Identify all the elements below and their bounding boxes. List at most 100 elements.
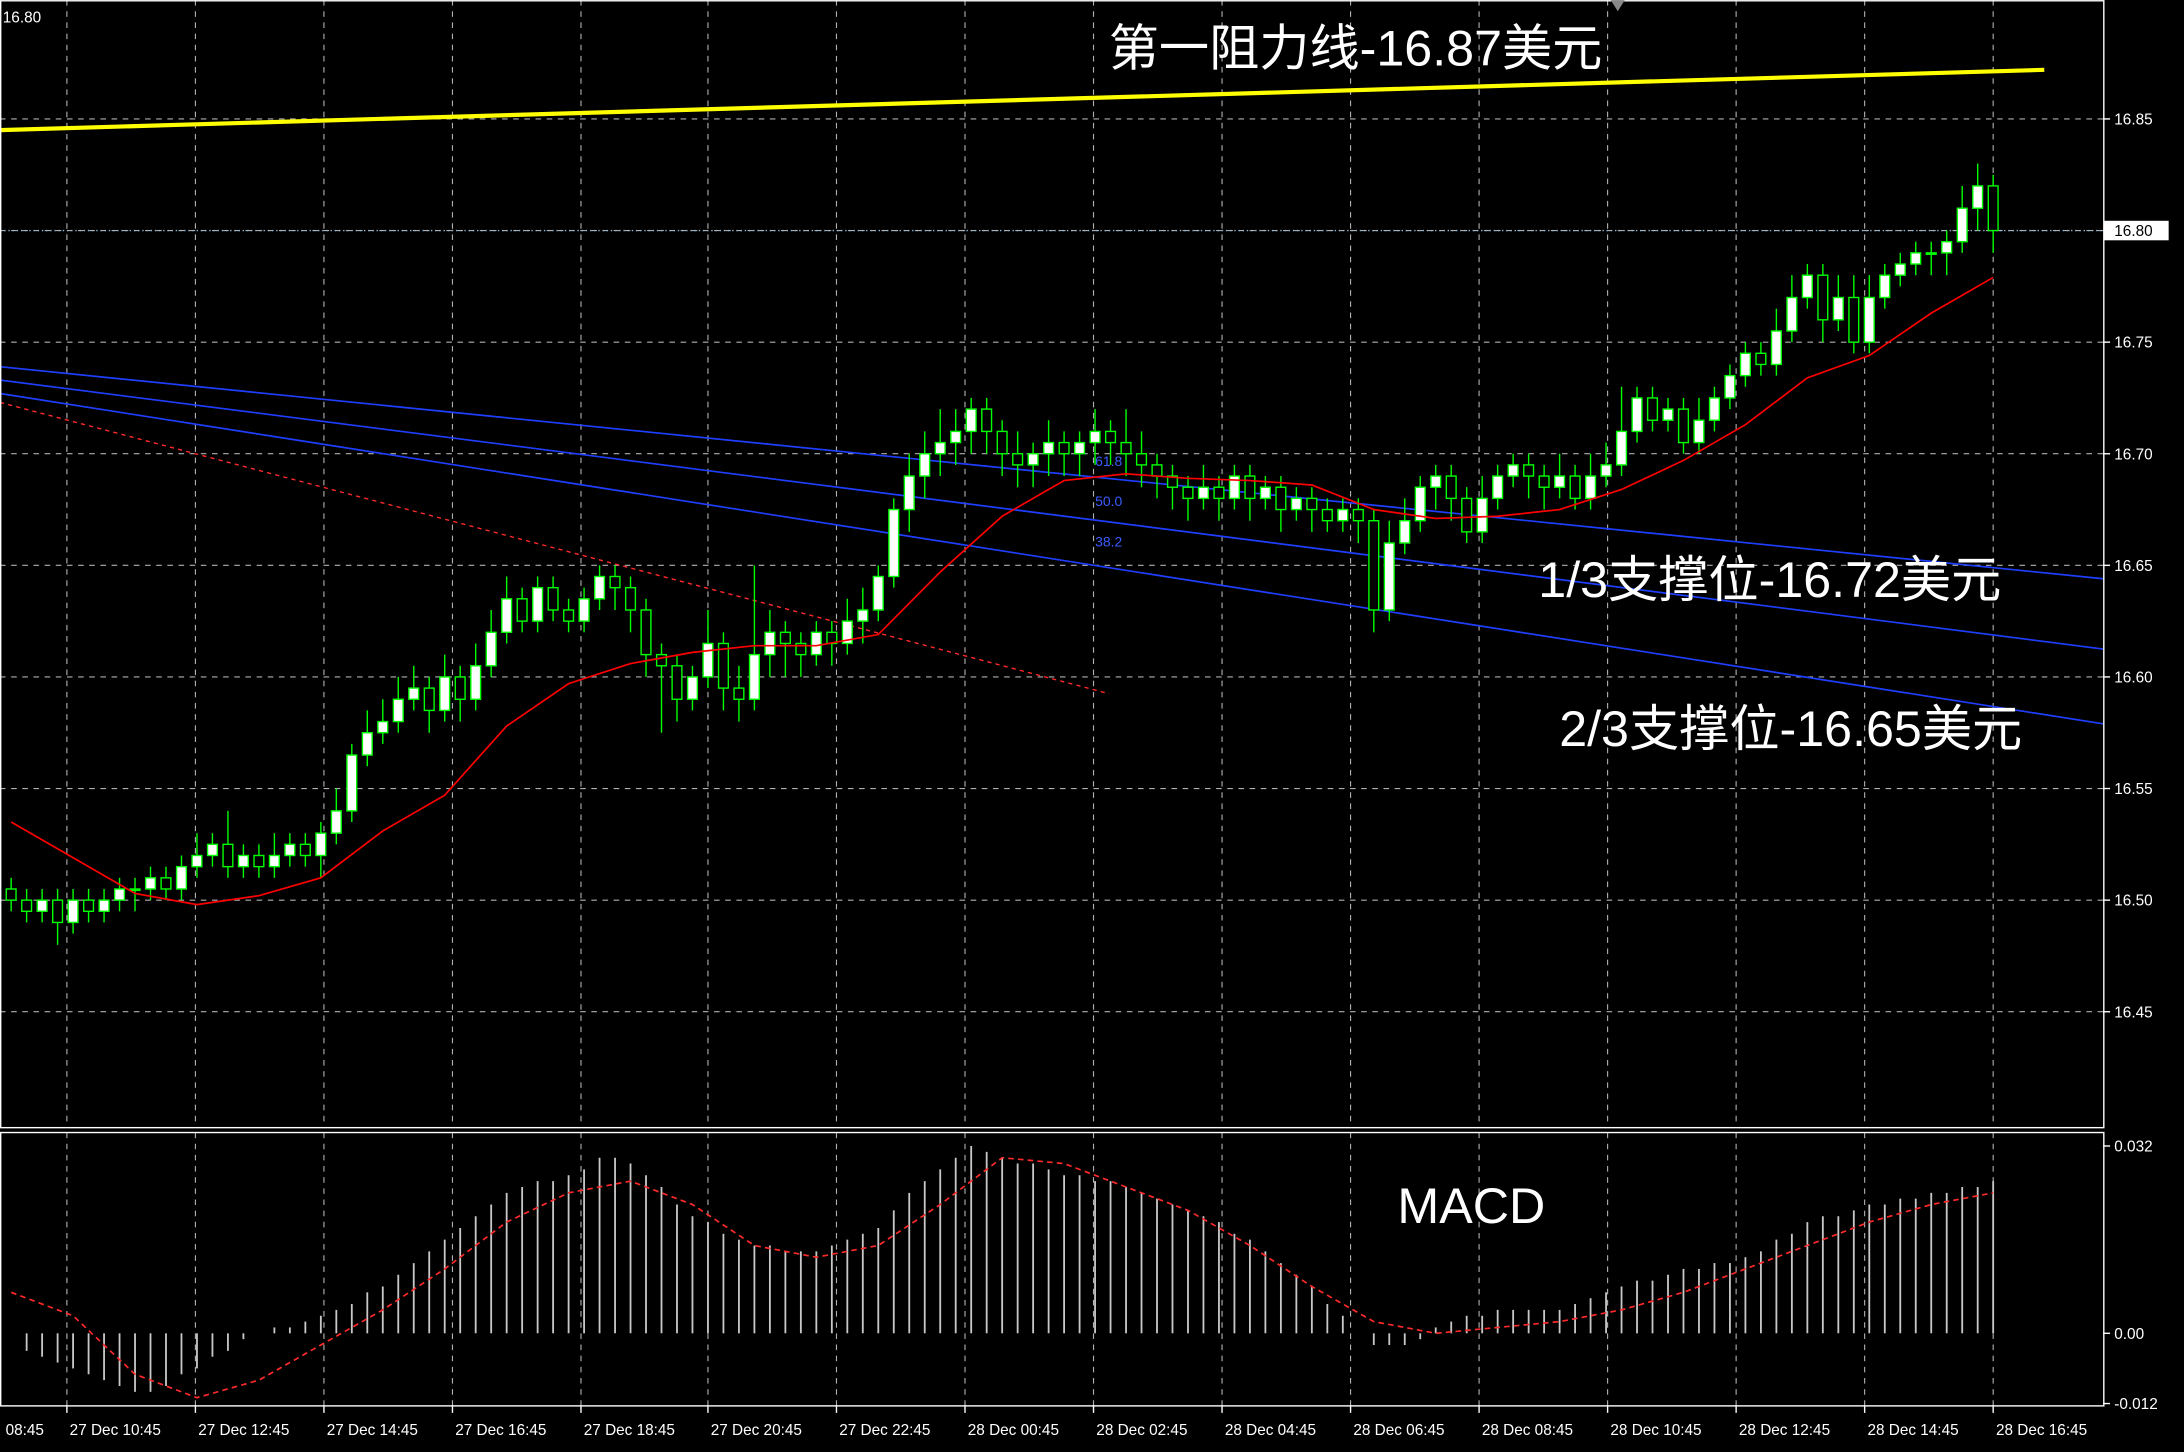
candle-body	[1848, 296, 1860, 343]
candle-body	[237, 854, 249, 868]
candle-body	[795, 642, 807, 656]
candle-body	[1786, 296, 1798, 332]
annotation: 1/3支撑位-16.72美元	[1538, 552, 2001, 608]
candle-body	[1074, 441, 1086, 455]
candle-body	[1507, 464, 1519, 477]
candle-body	[547, 586, 559, 611]
candle-body	[454, 676, 466, 700]
candle-body	[841, 620, 853, 645]
y-tick-label: 16.45	[2114, 1004, 2152, 1021]
candle-body	[160, 877, 172, 890]
x-tick-label: 27 Dec 20:45	[711, 1422, 802, 1439]
x-tick-label: 28 Dec 12:45	[1739, 1422, 1830, 1439]
candle-body	[299, 843, 311, 857]
candle-body	[1600, 464, 1612, 477]
annotation: 第一阻力线-16.87美元	[1109, 21, 1603, 77]
candle-body	[1135, 453, 1148, 466]
candle-body	[1987, 185, 1999, 232]
y-tick-label: 16.85	[2114, 112, 2152, 129]
candle-body	[1182, 486, 1194, 500]
candle-body	[330, 810, 342, 834]
candle-body	[1089, 430, 1101, 444]
candle-body	[1228, 475, 1241, 500]
candle-body	[1631, 397, 1643, 433]
trend-line	[0, 401, 1110, 695]
candle-body	[1290, 497, 1302, 511]
price-box	[2104, 220, 2169, 241]
candle-body	[113, 888, 126, 901]
macd-title: MACD	[1397, 1178, 1545, 1234]
candle-body	[284, 843, 296, 857]
candle-body	[872, 575, 884, 611]
candle-body	[1043, 441, 1055, 455]
candle-body	[1027, 453, 1039, 466]
candle-body	[501, 598, 513, 633]
candle-body	[1724, 374, 1736, 399]
candle-body	[748, 653, 760, 700]
candle-body	[1213, 486, 1225, 500]
candle-body	[810, 631, 822, 656]
candle-body	[733, 687, 745, 700]
candle-body	[919, 453, 931, 477]
candle-body	[640, 609, 652, 656]
candle-body	[1306, 497, 1318, 511]
trend-line	[0, 67, 2045, 133]
candle-body	[1523, 464, 1535, 477]
candle-body	[686, 676, 699, 700]
y-tick-label: 16.50	[2114, 893, 2152, 910]
candle-body	[532, 586, 544, 622]
candle-body	[408, 687, 420, 700]
trend-line	[0, 365, 2104, 580]
candle-body	[1476, 497, 1488, 533]
candle-body	[1166, 475, 1179, 488]
candle-body	[36, 899, 48, 912]
plot: 61.8 50.0 38.2	[0, 67, 2104, 1399]
candle-body	[593, 575, 606, 600]
candle-body	[578, 598, 590, 622]
candle-body	[423, 687, 435, 712]
x-tick-label: 27 Dec 18:45	[584, 1422, 675, 1439]
candle-body	[981, 408, 993, 433]
candle-body	[1894, 263, 1906, 276]
candle-body	[1739, 352, 1751, 377]
y-tick-label: 16.55	[2114, 781, 2152, 798]
x-tick-label: 28 Dec 04:45	[1225, 1422, 1316, 1439]
candle-body	[1104, 430, 1117, 444]
main-frame	[0, 0, 2105, 1129]
x-tick-label: 28 Dec 10:45	[1610, 1422, 1701, 1439]
candle-body	[1662, 408, 1674, 421]
candle-body	[129, 888, 141, 892]
candle-body	[1058, 441, 1070, 455]
candle-body	[1538, 475, 1550, 488]
candle-body	[764, 631, 776, 656]
candle-body	[1569, 475, 1581, 500]
candle-body	[52, 899, 64, 924]
candle-body	[934, 441, 946, 455]
annotation: 2/3支撑位-16.65美元	[1559, 701, 2022, 757]
candle-body	[392, 698, 404, 723]
candle-body	[609, 575, 621, 589]
candle-body	[1677, 408, 1690, 444]
macd-signal	[10, 1156, 1994, 1399]
y2-tick-label: 0.00	[2114, 1326, 2144, 1343]
candle-body	[1863, 296, 1875, 343]
candle-body	[1368, 520, 1380, 611]
candle-body	[361, 732, 373, 756]
x-tick-label: 28 Dec 06:45	[1353, 1422, 1444, 1439]
candle-body	[655, 653, 668, 667]
candle-body	[222, 843, 234, 868]
candle-body	[1461, 497, 1473, 533]
marker	[1610, 0, 1625, 12]
x-tick-label: 27 Dec 22:45	[839, 1422, 930, 1439]
candle-body	[1012, 453, 1024, 466]
candle-body	[191, 854, 203, 868]
candle-body	[671, 665, 683, 700]
candle-body	[857, 609, 869, 622]
candle-body	[1414, 486, 1426, 522]
y-tick-label: 16.70	[2114, 446, 2152, 463]
candle-body	[965, 408, 977, 433]
candle-body	[1120, 441, 1132, 455]
candle-body	[1352, 508, 1364, 522]
candle-body	[1337, 508, 1349, 522]
